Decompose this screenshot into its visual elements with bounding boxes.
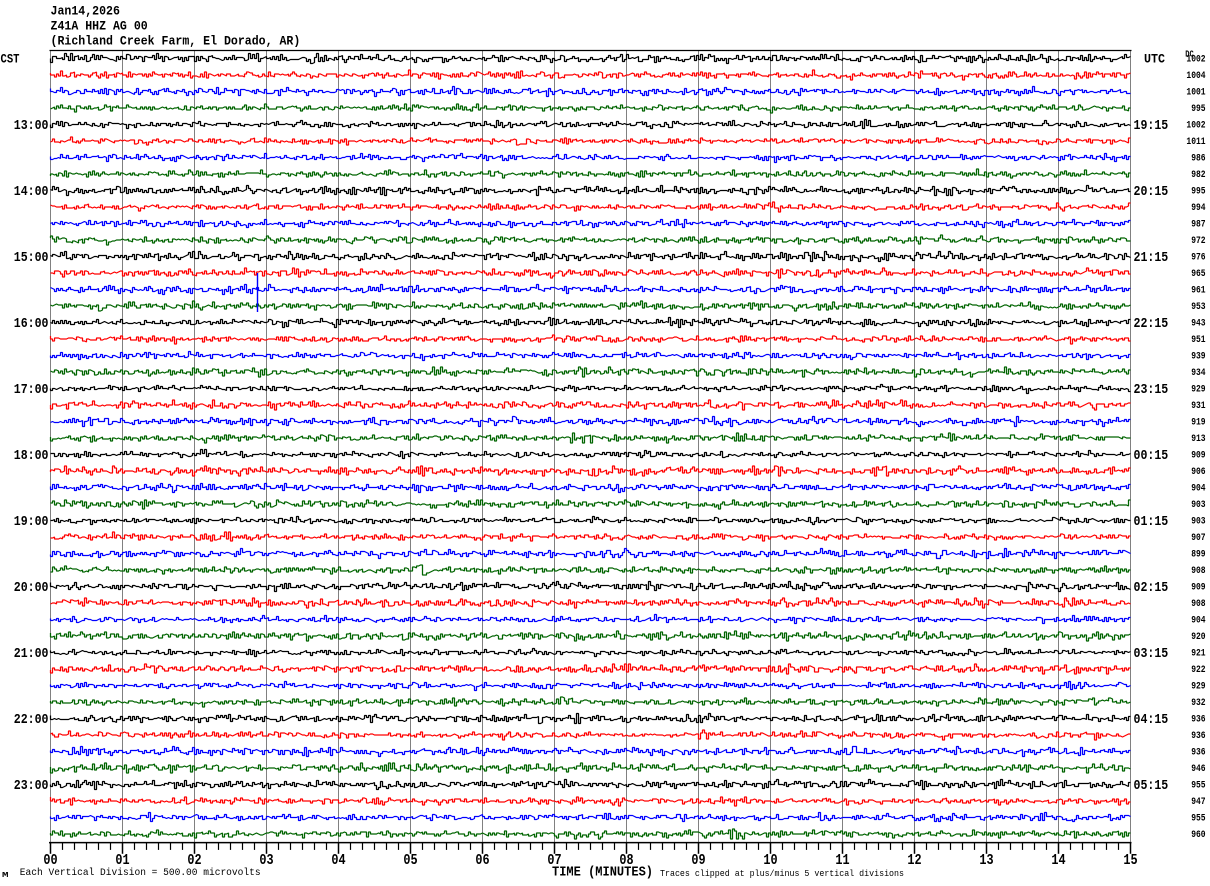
svg-text:21:15: 21:15 (1134, 251, 1169, 266)
svg-text:02: 02 (187, 852, 201, 869)
svg-text:946: 946 (1191, 762, 1206, 774)
svg-text:14: 14 (1051, 852, 1065, 869)
svg-text:899: 899 (1191, 548, 1206, 560)
svg-text:12: 12 (907, 852, 921, 869)
svg-text:21:00: 21:00 (14, 647, 49, 662)
svg-text:23:00: 23:00 (14, 779, 49, 794)
svg-text:961: 961 (1191, 284, 1206, 296)
svg-text:04:15: 04:15 (1134, 713, 1169, 728)
svg-text:14:00: 14:00 (14, 185, 49, 200)
svg-text:22:00: 22:00 (14, 713, 49, 728)
svg-text:DC: DC (1185, 49, 1193, 60)
svg-text:951: 951 (1191, 333, 1206, 345)
svg-text:13: 13 (979, 852, 993, 869)
svg-text:19:15: 19:15 (1134, 119, 1169, 134)
svg-text:904: 904 (1191, 614, 1206, 626)
svg-text:909: 909 (1191, 581, 1206, 593)
svg-text:05: 05 (403, 852, 417, 869)
svg-text:929: 929 (1191, 383, 1206, 395)
svg-text:953: 953 (1191, 300, 1206, 312)
svg-text:934: 934 (1191, 366, 1206, 378)
svg-text:995: 995 (1191, 185, 1206, 197)
svg-text:960: 960 (1191, 828, 1206, 840)
svg-text:17:00: 17:00 (14, 383, 49, 398)
svg-text:982: 982 (1191, 168, 1206, 180)
svg-text:955: 955 (1191, 812, 1206, 824)
svg-text:965: 965 (1191, 267, 1206, 279)
svg-text:Z41A HHZ AG 00: Z41A HHZ AG 00 (51, 19, 148, 34)
svg-text:909: 909 (1191, 449, 1206, 461)
svg-text:939: 939 (1191, 350, 1206, 362)
svg-text:987: 987 (1191, 218, 1205, 230)
svg-text:16:00: 16:00 (14, 317, 49, 332)
svg-text:947: 947 (1191, 795, 1205, 807)
svg-text:Jan14,2026: Jan14,2026 (51, 4, 121, 19)
svg-text:04: 04 (331, 852, 345, 869)
svg-text:11: 11 (835, 852, 849, 869)
svg-text:976: 976 (1191, 251, 1206, 263)
svg-text:919: 919 (1191, 416, 1206, 428)
svg-text:932: 932 (1191, 696, 1206, 708)
svg-text:00:15: 00:15 (1134, 449, 1169, 464)
svg-text:943: 943 (1191, 317, 1206, 329)
svg-text:22:15: 22:15 (1134, 317, 1169, 332)
svg-text:05:15: 05:15 (1134, 779, 1169, 794)
svg-text:995: 995 (1191, 102, 1206, 114)
svg-text:06: 06 (475, 852, 489, 869)
svg-text:08: 08 (619, 852, 633, 869)
svg-text:19:00: 19:00 (14, 515, 49, 530)
svg-text:10: 10 (763, 852, 777, 869)
svg-text:986: 986 (1191, 152, 1206, 164)
svg-text:903: 903 (1191, 515, 1206, 527)
svg-text:Each Vertical Division = 500.: Each Vertical Division = 500.00 microvol… (20, 867, 261, 879)
svg-text:CST: CST (1, 51, 20, 66)
svg-text:M: M (2, 872, 9, 880)
svg-text:07: 07 (547, 852, 561, 869)
svg-text:931: 931 (1191, 399, 1206, 411)
svg-text:1002: 1002 (1186, 53, 1206, 65)
svg-text:02:15: 02:15 (1134, 581, 1169, 596)
svg-text:20:00: 20:00 (14, 581, 49, 596)
svg-text:936: 936 (1191, 746, 1206, 758)
svg-text:00: 00 (43, 852, 57, 869)
svg-text:1011: 1011 (1186, 135, 1206, 147)
svg-text:09: 09 (691, 852, 705, 869)
svg-text:904: 904 (1191, 482, 1206, 494)
svg-text:921: 921 (1191, 647, 1206, 659)
svg-text:01:15: 01:15 (1134, 515, 1169, 530)
svg-text:908: 908 (1191, 597, 1206, 609)
svg-text:908: 908 (1191, 564, 1206, 576)
svg-text:Traces clipped at plus/minus 5: Traces clipped at plus/minus 5 vertical … (660, 868, 904, 879)
svg-text:920: 920 (1191, 630, 1206, 642)
svg-text:20:15: 20:15 (1134, 185, 1169, 200)
svg-text:936: 936 (1191, 713, 1206, 725)
svg-text:UTC: UTC (1144, 51, 1165, 66)
svg-text:15: 15 (1123, 852, 1137, 869)
svg-text:01: 01 (115, 852, 129, 869)
svg-text:922: 922 (1191, 663, 1206, 675)
svg-text:1004: 1004 (1186, 69, 1206, 81)
svg-text:906: 906 (1191, 465, 1206, 477)
svg-text:903: 903 (1191, 498, 1206, 510)
svg-text:955: 955 (1191, 779, 1206, 791)
svg-text:907: 907 (1191, 531, 1205, 543)
svg-text:15:00: 15:00 (14, 251, 49, 266)
svg-text:929: 929 (1191, 680, 1206, 692)
svg-text:1001: 1001 (1186, 86, 1206, 98)
svg-text:1002: 1002 (1186, 119, 1206, 131)
svg-text:TIME (MINUTES): TIME (MINUTES) (552, 866, 653, 881)
svg-text:(Richland Creek Farm, El Dorad: (Richland Creek Farm, El Dorado, AR) (51, 34, 301, 49)
svg-text:994: 994 (1191, 201, 1206, 213)
svg-text:913: 913 (1191, 432, 1206, 444)
svg-text:03:15: 03:15 (1134, 647, 1169, 662)
svg-text:972: 972 (1191, 234, 1206, 246)
svg-text:03: 03 (259, 852, 273, 869)
svg-text:936: 936 (1191, 729, 1206, 741)
svg-text:13:00: 13:00 (14, 119, 49, 134)
svg-text:18:00: 18:00 (14, 449, 49, 464)
svg-text:23:15: 23:15 (1134, 383, 1169, 398)
